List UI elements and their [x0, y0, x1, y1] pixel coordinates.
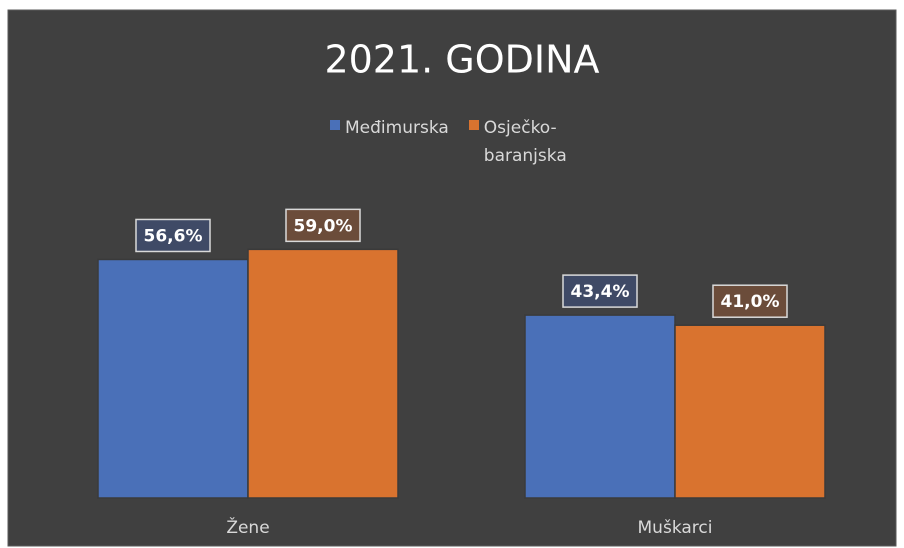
data-label: 41,0% — [721, 292, 780, 312]
bar — [247, 248, 399, 499]
legend-item: Međimurska — [330, 114, 449, 170]
bar — [97, 258, 249, 499]
data-label-box — [135, 218, 211, 253]
bar — [524, 314, 676, 499]
legend-swatch — [468, 120, 479, 130]
bar — [674, 324, 826, 499]
data-label: 43,4% — [571, 282, 630, 302]
legend-label: Međimurska — [345, 118, 449, 138]
legend: Međimurska Osječko-baranjska — [330, 114, 569, 170]
data-label: 56,6% — [144, 226, 203, 246]
legend-item: Osječko-baranjska — [468, 114, 569, 170]
chart-title: 2021. GODINA — [324, 38, 599, 82]
legend-swatch — [330, 120, 340, 130]
x-tick-label: Žene — [226, 516, 269, 538]
data-label: 59,0% — [294, 216, 353, 236]
data-label-box — [562, 274, 638, 308]
data-label-box — [285, 208, 361, 243]
data-label-box — [712, 284, 788, 318]
x-tick-label: Muškarci — [638, 518, 713, 538]
legend-label: Osječko-baranjska — [483, 118, 567, 166]
